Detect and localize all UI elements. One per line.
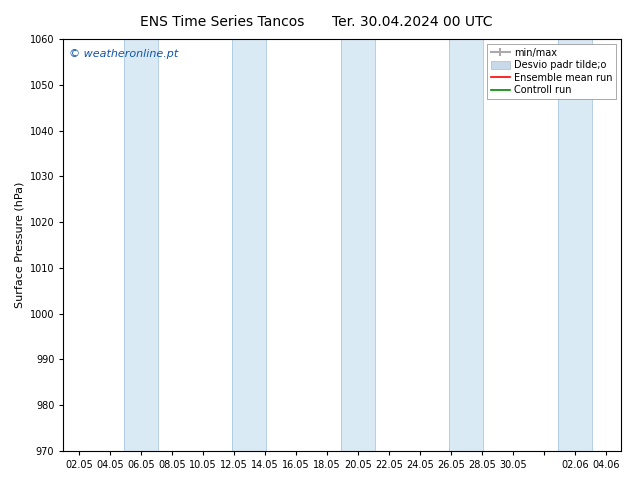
Bar [341,39,375,451]
Y-axis label: Surface Pressure (hPa): Surface Pressure (hPa) [14,182,24,308]
Bar [232,39,266,451]
Legend: min/max, Desvio padr tilde;o, Ensemble mean run, Controll run: min/max, Desvio padr tilde;o, Ensemble m… [487,44,616,99]
Bar [558,39,592,451]
Bar [450,39,483,451]
Text: Ter. 30.04.2024 00 UTC: Ter. 30.04.2024 00 UTC [332,15,493,29]
Bar [124,39,158,451]
Text: © weatheronline.pt: © weatheronline.pt [69,49,178,59]
Text: ENS Time Series Tancos: ENS Time Series Tancos [139,15,304,29]
